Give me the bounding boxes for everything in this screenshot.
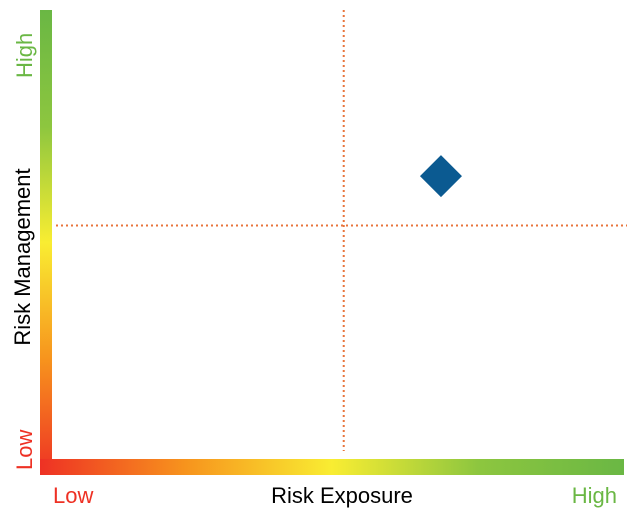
x-axis-low-label: Low: [53, 483, 93, 508]
y-axis-gradient-bar: [40, 10, 52, 475]
points-layer: [419, 155, 462, 198]
y-axis-high-label: High: [12, 33, 37, 78]
x-axis-title: Risk Exposure: [271, 483, 413, 508]
y-axis-low-label: Low: [12, 430, 37, 470]
y-axis-title: Risk Management: [10, 168, 35, 345]
data-point-1-diamond: [419, 155, 462, 198]
x-axis-high-label: High: [572, 483, 617, 508]
x-axis-gradient-bar: [40, 459, 624, 475]
